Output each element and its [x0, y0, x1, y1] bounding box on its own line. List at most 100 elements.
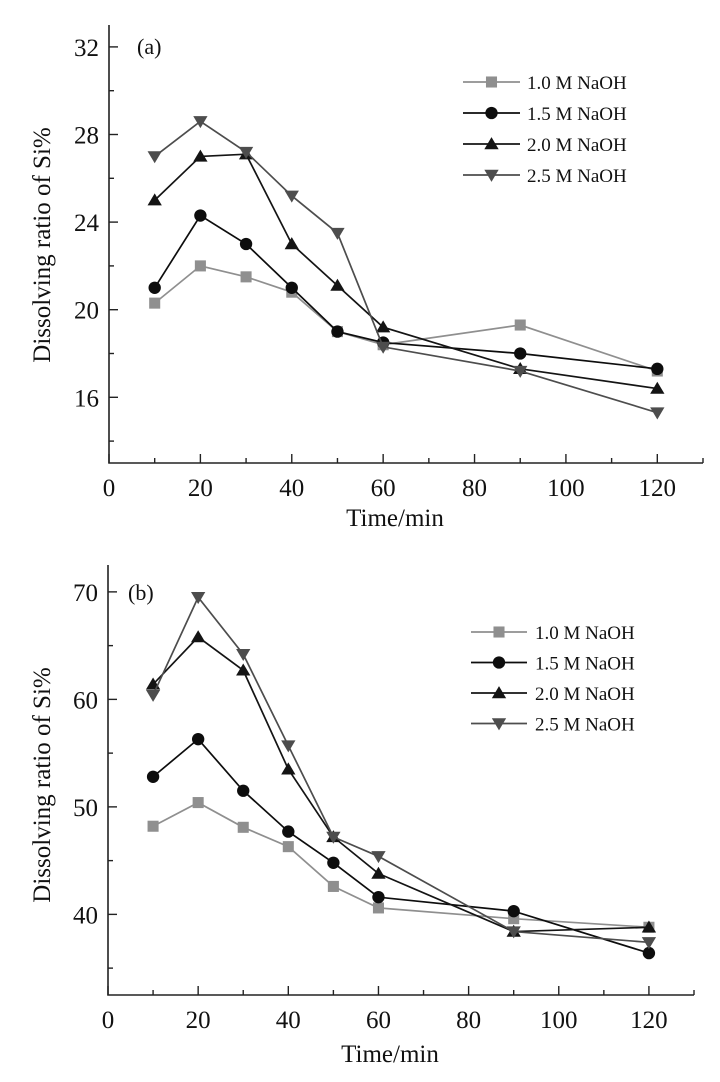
- x-tick-label-a: 20: [188, 475, 213, 502]
- data-point-circle: [642, 946, 656, 960]
- data-point-circle: [514, 347, 527, 360]
- y-tick-label-b: 40: [73, 902, 98, 929]
- data-point-square: [237, 821, 249, 833]
- legend-entry: 2.5 M NaOH: [471, 715, 635, 736]
- legend-label: 1.0 M NaOH: [527, 73, 627, 94]
- panel-label-b: (b): [128, 580, 154, 605]
- y-tick-label-a: 24: [74, 210, 100, 237]
- series-line: [153, 214, 658, 370]
- data-point-square: [147, 820, 159, 832]
- data-point-triangle-down: [506, 926, 521, 939]
- legend-marker-square: [485, 76, 498, 88]
- data-point-triangle-up: [650, 381, 665, 394]
- series-2-0-m-naohb: [145, 630, 657, 937]
- series-line: [152, 635, 649, 933]
- legend-label: 2.5 M NaOH: [535, 715, 635, 736]
- legend-marker-triangle-down: [484, 169, 499, 182]
- x-tick-label-a: 120: [639, 475, 677, 502]
- legend-entry: 2.0 M NaOH: [471, 684, 635, 705]
- data-point-circle: [146, 770, 160, 783]
- data-point-triangle-up: [330, 278, 345, 291]
- y-tick-label-b: 70: [73, 580, 98, 607]
- data-point-square: [514, 319, 526, 331]
- data-point-triangle-down: [326, 831, 341, 844]
- y-tick-label-a: 28: [74, 123, 99, 150]
- legend-label: 1.5 M NaOH: [535, 654, 635, 675]
- data-point-square: [240, 271, 252, 283]
- y-axis-title-b: Dissolving ratio of Si%: [29, 667, 56, 902]
- series-2-5-m-naoha: [147, 116, 665, 420]
- series-1-0-m-naoha: [149, 260, 663, 377]
- series-line: [152, 801, 649, 929]
- data-point-circle: [331, 325, 344, 338]
- legend-label: 1.5 M NaOH: [527, 104, 627, 125]
- data-point-circle: [194, 209, 207, 222]
- data-point-triangle-up: [193, 149, 208, 162]
- data-point-triangle-up: [284, 237, 299, 250]
- data-point-circle: [237, 784, 250, 797]
- data-point-triangle-down: [284, 190, 299, 203]
- data-point-circle: [507, 904, 520, 918]
- y-tick-label-a: 16: [74, 385, 99, 412]
- data-point-square: [282, 841, 294, 853]
- legend-label: 2.0 M NaOH: [527, 135, 627, 156]
- data-point-triangle-down: [281, 740, 296, 753]
- data-point-square: [508, 913, 520, 925]
- data-point-triangle-down: [650, 407, 665, 420]
- x-tick-label-a: 100: [547, 475, 585, 502]
- legend-label: 1.0 M NaOH: [535, 623, 635, 644]
- y-axis-title-a: Dissolving ratio of Si%: [29, 127, 56, 362]
- data-point-triangle-up: [371, 866, 386, 879]
- data-point-triangle-down: [145, 689, 161, 702]
- panel-label-a: (a): [137, 34, 161, 59]
- data-point-circle: [282, 825, 295, 838]
- legend-entry: 1.5 M NaOH: [471, 654, 635, 675]
- series-2-5-m-naohb: [145, 592, 657, 950]
- data-point-circle: [148, 281, 161, 294]
- data-point-square: [327, 880, 339, 892]
- data-point-triangle-down: [236, 649, 251, 662]
- data-point-square: [192, 797, 204, 809]
- legend-marker-triangle-up: [484, 137, 499, 150]
- data-point-triangle-down: [641, 937, 657, 950]
- x-axis-title-a: Time/min: [346, 505, 444, 532]
- x-tick-label-b: 120: [630, 1007, 668, 1034]
- data-point-triangle-up: [641, 920, 657, 933]
- data-point-triangle-up: [376, 320, 391, 333]
- x-tick-label-b: 20: [186, 1007, 211, 1034]
- x-axis-title-b: Time/min: [341, 1041, 439, 1068]
- data-point-triangle-down: [193, 116, 208, 129]
- data-point-square: [149, 297, 161, 309]
- series-line: [152, 737, 650, 954]
- data-point-triangle-down: [238, 146, 254, 159]
- legend-label: 2.5 M NaOH: [527, 166, 627, 187]
- x-tick-label-a: 80: [462, 475, 487, 502]
- x-tick-label-b: 80: [456, 1007, 481, 1034]
- x-tick-label-a: 60: [371, 475, 396, 502]
- legend-marker-triangle-up: [491, 686, 507, 699]
- x-tick-label-b: 40: [276, 1007, 301, 1034]
- y-tick-label-a: 32: [74, 35, 99, 62]
- x-tick-label-a: 0: [103, 475, 116, 502]
- legend-marker-circle: [492, 656, 506, 669]
- chart-panel-b: (b) Time/min Dissolving ratio of Si% 0 20…: [29, 565, 695, 1068]
- legend-entry: 1.0 M NaOH: [471, 623, 635, 644]
- data-point-triangle-up: [191, 630, 206, 643]
- data-point-circle: [372, 891, 385, 904]
- data-point-triangle-down: [513, 365, 528, 378]
- data-point-triangle-up: [236, 663, 251, 676]
- series-line: [154, 153, 658, 390]
- data-point-circle: [651, 362, 664, 376]
- x-tick-label-b: 0: [102, 1007, 115, 1034]
- data-point-triangle-down: [371, 851, 386, 864]
- series-line: [152, 595, 649, 944]
- data-point-circle: [191, 732, 205, 746]
- legend-marker-square: [493, 626, 505, 638]
- data-point-triangle-down: [330, 227, 345, 240]
- data-point-triangle-down: [376, 341, 391, 354]
- legend-entry: 2.5 M NaOH: [463, 166, 627, 187]
- data-point-triangle-up: [147, 193, 162, 206]
- data-point-circle: [285, 281, 298, 294]
- y-tick-label-b: 60: [73, 687, 98, 714]
